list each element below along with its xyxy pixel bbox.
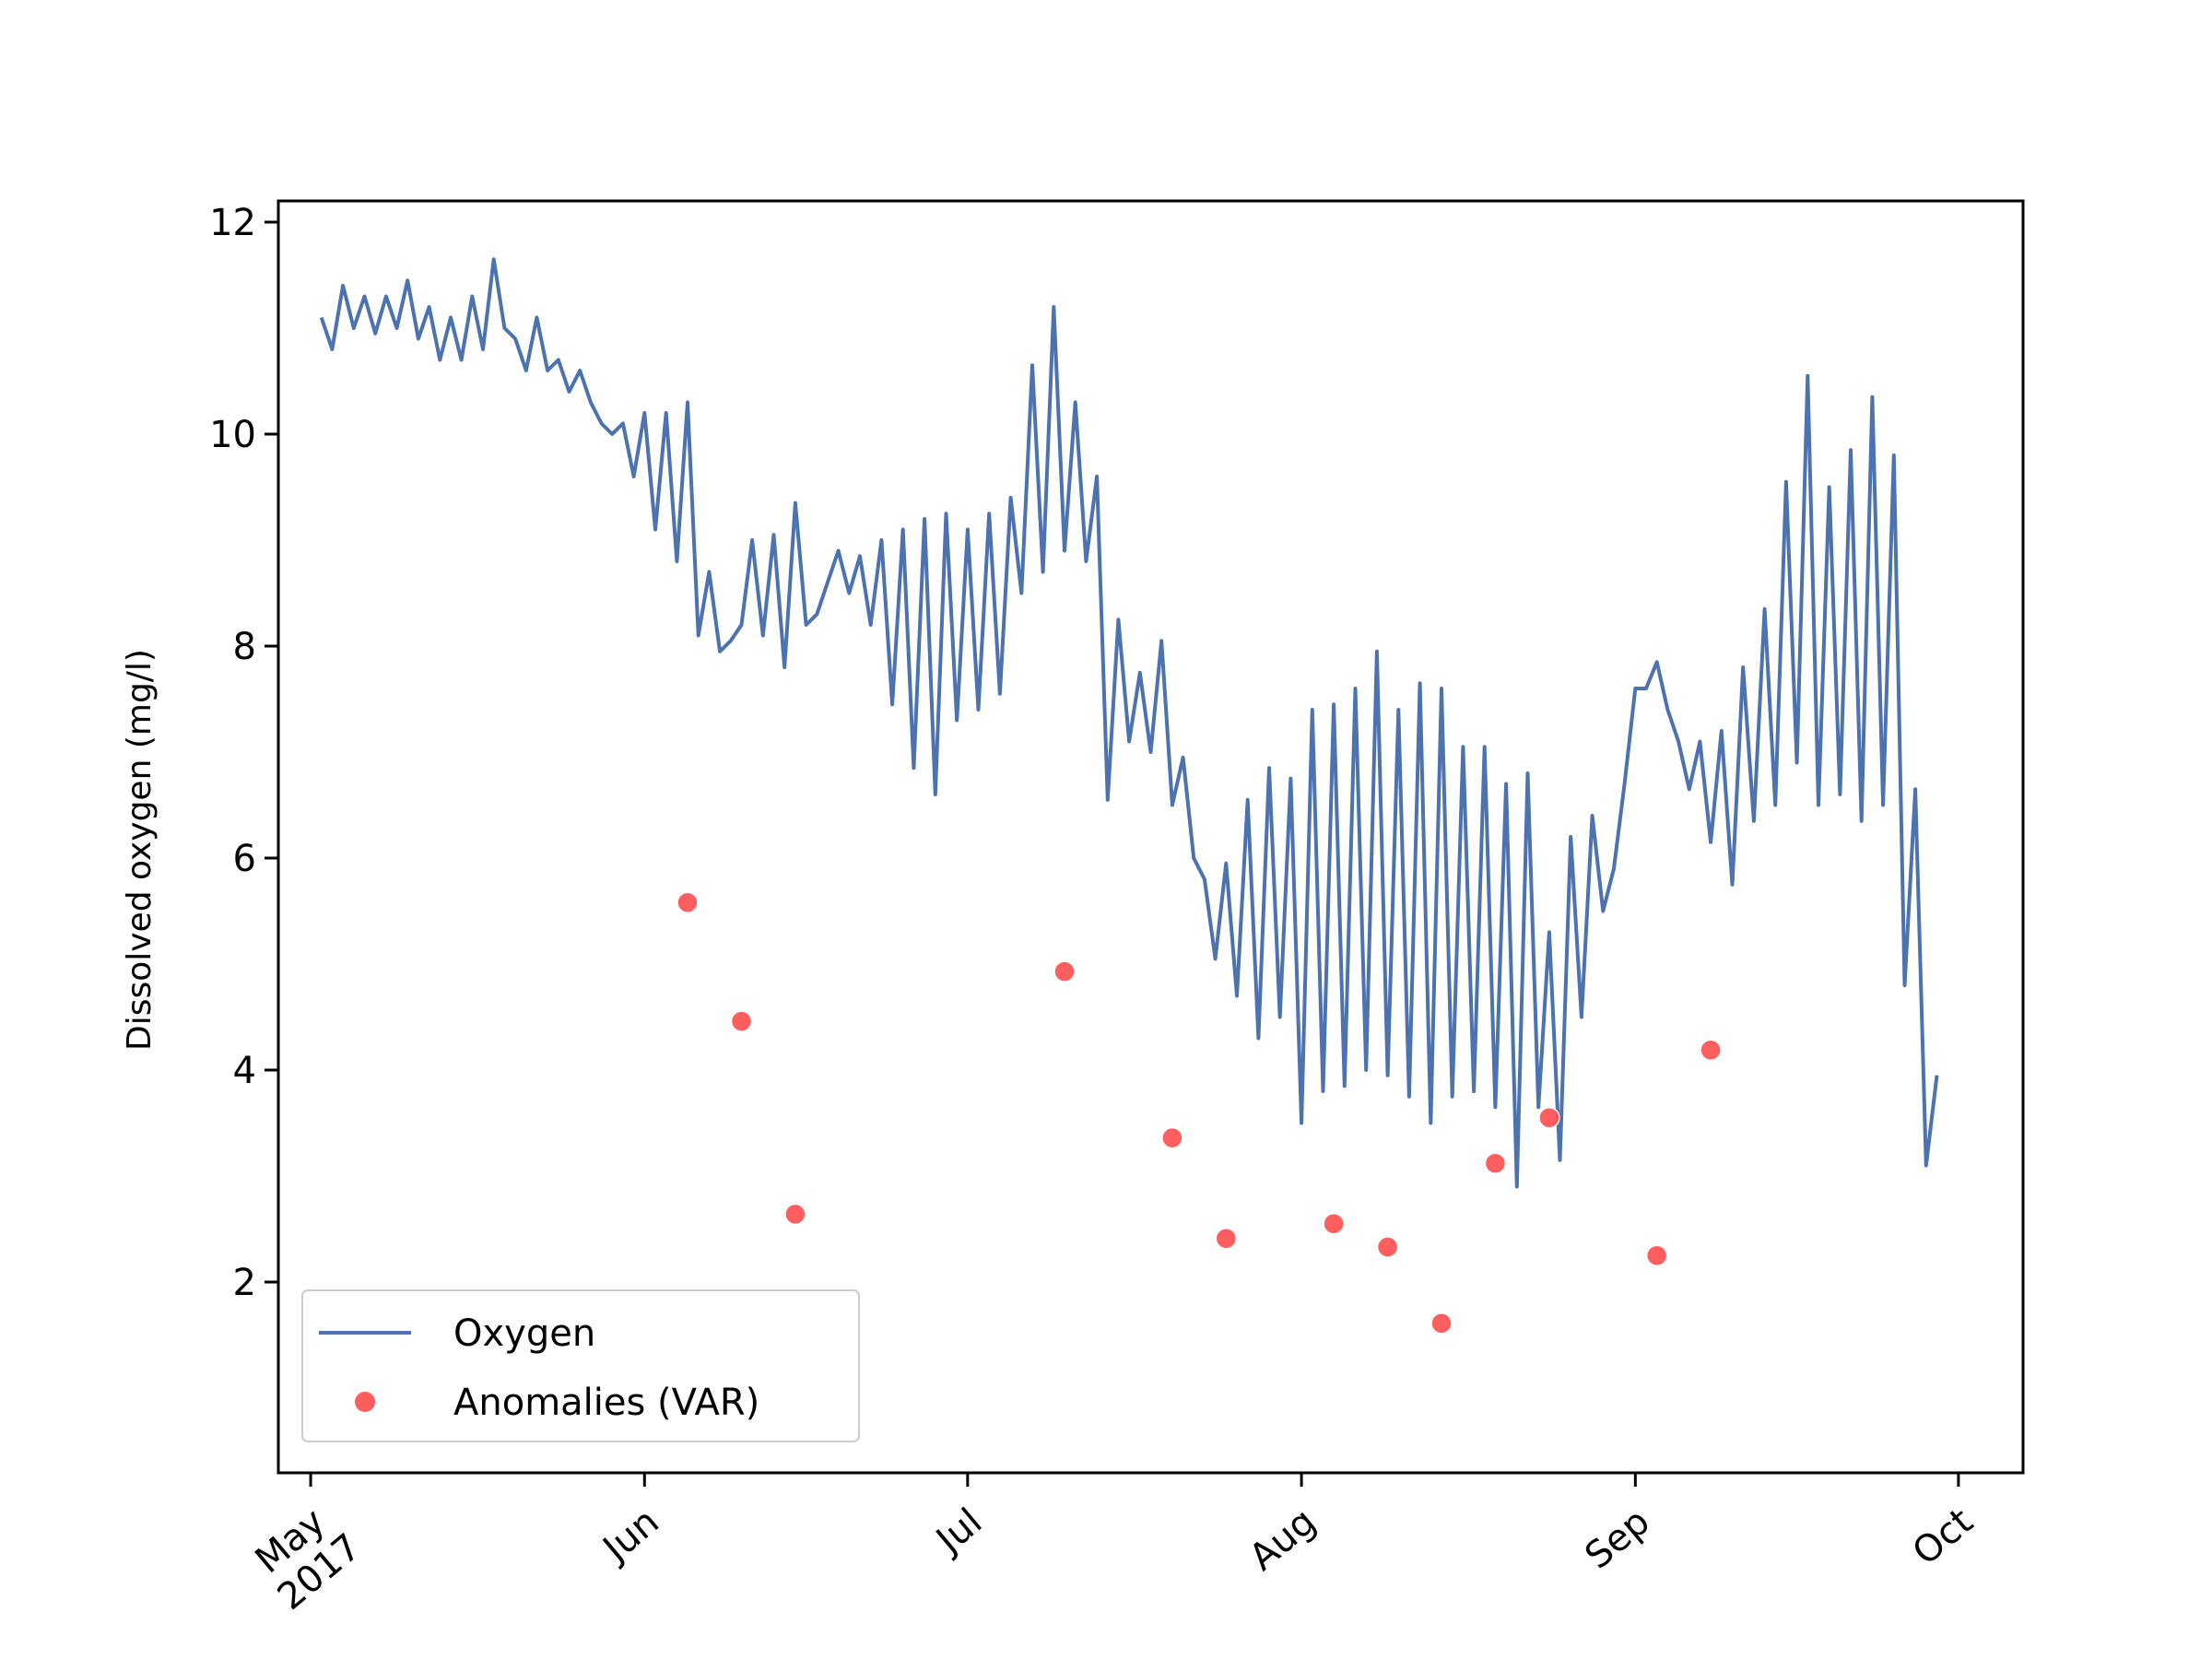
anomaly-point bbox=[1053, 960, 1076, 982]
legend-box bbox=[301, 1289, 860, 1442]
legend-label: Anomalies (VAR) bbox=[453, 1382, 759, 1424]
anomaly-point bbox=[1430, 1312, 1453, 1335]
anomaly-point bbox=[1538, 1107, 1560, 1129]
anomaly-point bbox=[1215, 1228, 1238, 1250]
anomaly-point bbox=[1645, 1244, 1668, 1267]
y-tick-label: 6 bbox=[233, 838, 256, 880]
plot-area bbox=[319, 257, 1939, 1335]
anomaly-point bbox=[1161, 1126, 1183, 1149]
y-tick-label: 12 bbox=[209, 202, 256, 244]
y-tick-label: 2 bbox=[233, 1262, 256, 1304]
anomaly-point bbox=[784, 1203, 806, 1226]
anomaly-point bbox=[1323, 1213, 1345, 1235]
anomaly-point bbox=[730, 1010, 753, 1032]
y-tick-label: 10 bbox=[209, 414, 256, 456]
y-tick-label: 8 bbox=[233, 626, 256, 668]
anomaly-point bbox=[1376, 1236, 1399, 1258]
anomaly-point bbox=[677, 891, 699, 914]
anomaly-point bbox=[1700, 1039, 1722, 1061]
plot-frame bbox=[276, 199, 2025, 1475]
legend-swatch-marker bbox=[355, 1392, 375, 1412]
legend-label: Oxygen bbox=[453, 1312, 595, 1355]
y-tick-label: 4 bbox=[233, 1050, 256, 1092]
y-axis-label: Dissolved oxygen (mg/l) bbox=[121, 649, 159, 1051]
series-line-oxygen bbox=[319, 257, 1939, 1189]
legend: Oxygen Anomalies (VAR) bbox=[301, 1289, 860, 1442]
anomaly-point bbox=[1484, 1152, 1507, 1174]
